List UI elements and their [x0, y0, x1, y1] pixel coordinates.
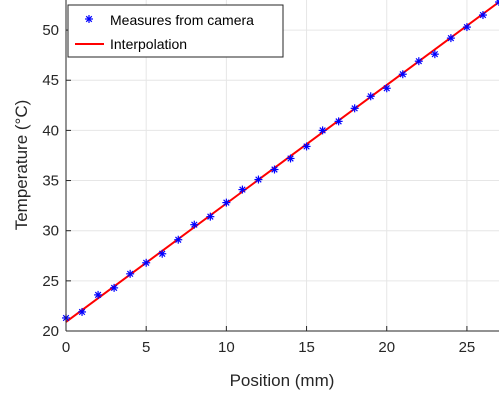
marker-stroke	[191, 221, 198, 228]
marker-stroke	[351, 105, 358, 112]
marker-stroke	[110, 284, 118, 292]
x-tick-label: 10	[218, 339, 235, 356]
marker-stroke	[271, 166, 278, 173]
data-point	[222, 198, 231, 207]
data-point	[254, 175, 263, 184]
x-tick-label: 15	[298, 339, 315, 356]
y-axis-label: Temperature (°C)	[12, 100, 31, 231]
data-point	[446, 34, 455, 43]
data-point	[478, 11, 487, 20]
marker-stroke	[335, 118, 342, 125]
y-tick-label: 50	[42, 22, 59, 39]
marker-stroke	[142, 259, 150, 267]
data-point	[158, 249, 167, 258]
measures-series	[62, 0, 499, 322]
x-tick-label: 5	[142, 339, 150, 356]
marker-stroke	[207, 213, 214, 220]
marker-stroke	[431, 50, 439, 58]
x-tick-label: 25	[459, 339, 476, 356]
marker-stroke	[383, 85, 390, 92]
marker-stroke	[496, 0, 499, 3]
data-point	[94, 290, 103, 299]
data-point	[334, 117, 343, 126]
data-point	[238, 185, 247, 194]
data-point	[366, 92, 375, 101]
data-point	[350, 104, 359, 113]
tick-labels: 0 5 10 15 20 25 20 25 30 35 40 45 50	[42, 22, 475, 356]
legend-label-interpolation: Interpolation	[110, 36, 187, 52]
marker-stroke	[78, 308, 86, 316]
interpolation-series	[65, 1, 499, 323]
axes-frame	[65, 0, 499, 332]
legend-marker-measures	[85, 15, 93, 23]
marker-stroke	[94, 291, 102, 299]
legend: Measures from camera Interpolation	[67, 4, 284, 58]
data-point	[302, 142, 311, 151]
data-point	[110, 283, 119, 292]
data-point	[318, 126, 327, 135]
data-point	[430, 50, 439, 59]
interpolation-line	[65, 1, 499, 323]
marker-stroke	[495, 1, 499, 6]
marker-stroke	[399, 70, 407, 78]
data-point	[495, 0, 499, 7]
x-tick-label: 20	[378, 339, 395, 356]
data-point	[190, 220, 199, 229]
data-point	[174, 235, 183, 244]
marker-stroke	[85, 15, 93, 23]
data-point	[382, 84, 391, 93]
marker-stroke	[255, 176, 262, 183]
marker-stroke	[415, 57, 423, 65]
marker-stroke	[158, 250, 166, 257]
marker-stroke	[239, 186, 246, 193]
marker-stroke	[479, 11, 487, 19]
data-point	[142, 258, 151, 267]
marker-stroke	[287, 155, 294, 162]
y-tick-label: 35	[42, 173, 59, 190]
marker-stroke	[367, 93, 374, 100]
data-point	[126, 269, 135, 278]
legend-box	[67, 4, 284, 58]
data-point	[206, 212, 215, 221]
x-tick-label: 0	[62, 339, 70, 356]
data-point	[270, 165, 279, 174]
legend-label-measures: Measures from camera	[110, 12, 254, 28]
marker-stroke	[175, 236, 182, 243]
marker-stroke	[463, 23, 471, 31]
y-tick-label: 30	[42, 223, 59, 240]
y-tick-label: 25	[42, 273, 59, 290]
y-tick-label: 40	[42, 122, 59, 139]
data-point	[414, 57, 423, 66]
y-tick-label: 45	[42, 72, 59, 89]
marker-stroke	[319, 127, 326, 134]
data-point	[398, 70, 407, 79]
x-axis-label: Position (mm)	[230, 371, 335, 390]
data-point	[78, 307, 87, 316]
y-tick-label: 20	[42, 323, 59, 340]
legend-asterisk	[85, 15, 93, 23]
marker-stroke	[126, 270, 134, 278]
marker-stroke	[447, 34, 455, 42]
data-point	[286, 154, 295, 163]
marker-stroke	[223, 199, 230, 206]
data-point	[462, 23, 471, 32]
marker-stroke	[303, 143, 310, 150]
